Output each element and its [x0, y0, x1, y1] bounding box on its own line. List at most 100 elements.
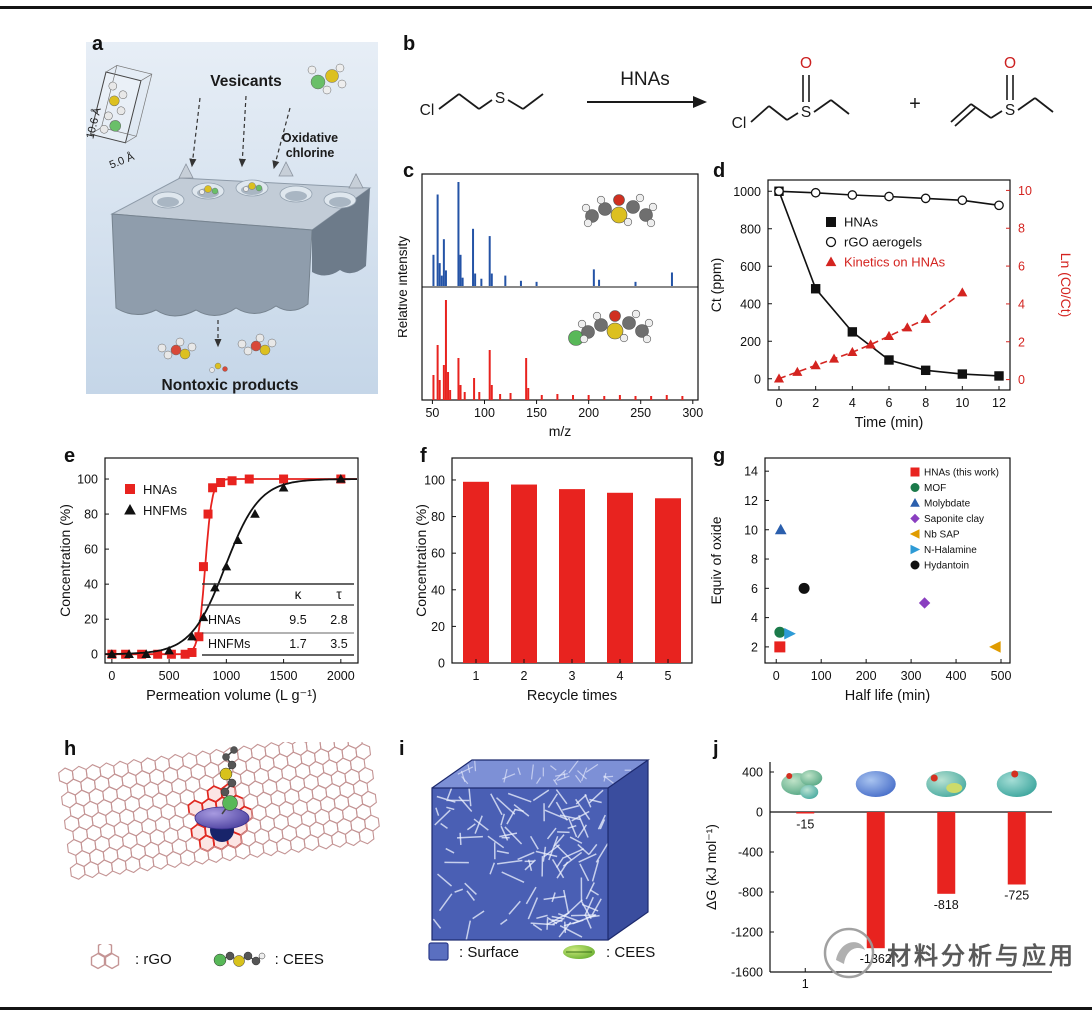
y-tick-label: 0	[438, 657, 445, 671]
hexagon	[80, 837, 97, 855]
marker	[825, 236, 837, 248]
stick	[501, 871, 525, 884]
panel-letter-a: a	[92, 33, 104, 55]
x-tick-label: 1500	[270, 669, 298, 683]
molecule-blob	[800, 785, 819, 799]
y-axis-label: ΔG (kJ mol⁻¹)	[703, 824, 719, 910]
stick	[503, 769, 508, 783]
hexagon	[160, 803, 177, 821]
stick	[579, 863, 590, 882]
hexagon	[176, 764, 193, 783]
stick	[542, 846, 547, 862]
hexagon	[341, 744, 358, 762]
stick	[507, 792, 532, 803]
stick	[557, 913, 580, 923]
panel-h-simulation-illustration	[52, 742, 387, 952]
cees-molecule-icon	[213, 951, 265, 967]
x-tick-label: 300	[901, 669, 922, 683]
hexagon	[259, 815, 276, 833]
svg-shape	[109, 120, 122, 132]
hexagon	[88, 848, 105, 866]
surface-legend-label: : Surface	[459, 943, 520, 961]
molecule-atom	[220, 787, 230, 797]
stick	[536, 777, 542, 785]
hexagon	[110, 857, 127, 875]
hexagon	[203, 761, 220, 779]
stick	[527, 897, 539, 920]
svg-shape	[209, 367, 215, 373]
stick	[559, 925, 583, 938]
table-header: κ	[295, 587, 302, 602]
top-border-line	[0, 6, 1092, 9]
marker	[141, 649, 152, 658]
svg-shape	[175, 337, 185, 347]
stick	[548, 835, 559, 861]
svg-shape	[125, 135, 137, 144]
hexagon	[338, 781, 355, 799]
marker	[774, 641, 786, 653]
bar	[937, 812, 956, 894]
svg-shape	[431, 787, 609, 941]
hexagon	[138, 793, 154, 812]
svg-shape	[213, 953, 226, 967]
stick	[555, 801, 568, 821]
stick	[466, 890, 475, 901]
stick	[508, 900, 521, 915]
stick	[546, 827, 557, 840]
y-tick-label: 20	[84, 613, 98, 627]
hexagon	[110, 797, 127, 815]
y-tick-label: 12	[744, 494, 758, 508]
stick	[500, 918, 508, 926]
molecule-atom	[598, 202, 612, 216]
y-tick-label: 4	[751, 611, 758, 625]
stick	[551, 892, 556, 903]
y-tick-label: -1200	[731, 926, 763, 940]
hexagon	[138, 854, 155, 872]
stick	[562, 851, 583, 867]
bar	[796, 812, 815, 814]
molecule-blob	[946, 783, 963, 793]
molecule-atom	[648, 202, 658, 212]
hexagon	[66, 838, 83, 857]
hexagon	[96, 798, 113, 817]
cees-ellipsoid-icon	[563, 945, 596, 959]
molecule-atom	[622, 316, 636, 330]
hexagon	[262, 839, 279, 857]
molecule-atom	[577, 319, 587, 329]
hexagon	[121, 832, 138, 850]
svg-shape	[163, 350, 173, 360]
oxidative-chlorine-label: chlorine	[286, 146, 335, 160]
hexagon	[163, 827, 179, 845]
hexagon	[127, 819, 144, 837]
svg-shape	[99, 124, 109, 134]
plus-sign: +	[909, 93, 921, 115]
stick	[556, 775, 570, 781]
hexagon	[166, 850, 182, 869]
x-tick-label: 250	[630, 406, 651, 420]
svg-shape	[255, 184, 263, 192]
marker	[920, 313, 931, 323]
kinetics-chart-svg: 0 200 400 600 800 1000 0 2 4 6 8 10 0 2 4 6 8 10 12 Time (m…	[708, 179, 1074, 431]
hexagon	[250, 804, 267, 822]
y2-tick-label: 8	[1018, 222, 1025, 236]
stick	[440, 822, 448, 829]
marker	[825, 256, 837, 267]
hexagon	[272, 753, 289, 771]
hexagon	[154, 755, 171, 773]
y-tick-label: 80	[431, 510, 445, 524]
x-tick-label: 200	[856, 669, 877, 683]
hexagon	[74, 789, 91, 807]
y2-tick-label: 6	[1018, 260, 1025, 274]
stick	[575, 774, 582, 783]
marker	[164, 645, 174, 655]
hexagon	[286, 751, 303, 769]
molecule-atom	[626, 200, 640, 214]
watermark-logo-icon	[823, 927, 875, 979]
x-tick-label: 100	[811, 669, 832, 683]
marker	[107, 649, 117, 658]
stick	[496, 850, 509, 855]
svg-shape	[322, 85, 332, 95]
stick	[544, 809, 569, 821]
y-tick-label: 8	[751, 553, 758, 567]
y-tick-label: 0	[756, 806, 763, 820]
